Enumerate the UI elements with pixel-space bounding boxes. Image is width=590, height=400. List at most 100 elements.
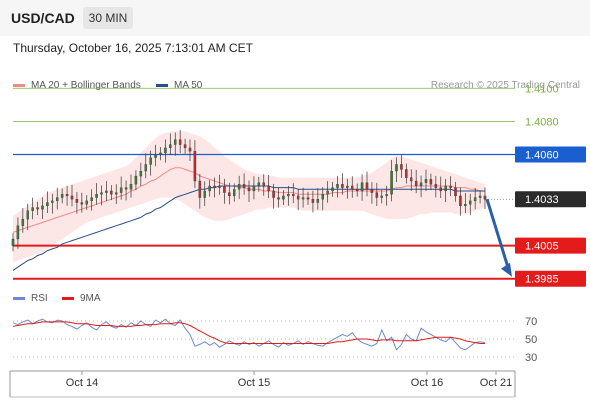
- candle-body: [119, 187, 123, 193]
- candle-body: [51, 200, 54, 203]
- candle-body: [60, 194, 64, 198]
- candle-body: [213, 185, 216, 188]
- candle-body: [405, 169, 408, 178]
- legend-rsi-label: RSI: [31, 293, 48, 304]
- candle-body: [105, 190, 108, 193]
- candle-body: [429, 179, 433, 185]
- candle-body: [267, 185, 270, 192]
- candle-body: [257, 182, 261, 187]
- candle-body: [242, 184, 246, 188]
- candle-body: [414, 180, 418, 187]
- candle-body: [218, 185, 221, 188]
- candle-body: [129, 184, 133, 190]
- candle-body: [21, 218, 25, 226]
- candle-body: [464, 204, 467, 207]
- candle-body: [183, 144, 187, 149]
- price-level-label: 1.4005: [525, 241, 559, 253]
- price-level-label: 1.4033: [525, 194, 559, 206]
- candle-body: [409, 177, 413, 182]
- candle-body: [208, 185, 211, 192]
- candle-body: [115, 192, 118, 195]
- candle-body: [272, 190, 275, 198]
- projection-arrow-head: [501, 262, 512, 277]
- candle-body: [434, 184, 438, 188]
- candle-body: [296, 195, 300, 200]
- candle-body: [223, 185, 226, 193]
- candle-body: [473, 197, 477, 202]
- candle-body: [85, 200, 89, 205]
- candle-body: [395, 164, 398, 172]
- timeframe-badge[interactable]: 30 MIN: [83, 7, 133, 29]
- candle-body: [228, 192, 231, 197]
- candle-body: [355, 189, 359, 192]
- candle-body: [90, 197, 93, 202]
- candle-body: [360, 182, 364, 192]
- candle-body: [203, 190, 206, 198]
- x-axis-label: Oct 15: [238, 377, 270, 389]
- candle-body: [449, 185, 452, 188]
- candle-body: [262, 182, 265, 187]
- candle-body: [144, 164, 147, 172]
- candle-body: [193, 151, 197, 182]
- candle-body: [149, 157, 152, 165]
- candle-body: [159, 152, 162, 155]
- candle-body: [169, 144, 172, 149]
- candle-body: [459, 195, 462, 207]
- price-level-label: 1.4080: [525, 116, 559, 128]
- legend-rsi: RSI: [13, 293, 48, 304]
- chart-header: USD/CAD 30 MIN: [0, 0, 590, 36]
- candle-body: [380, 195, 383, 198]
- candle-body: [424, 179, 428, 183]
- candle-body: [41, 205, 44, 210]
- candle-body: [326, 190, 329, 195]
- candle-body: [95, 194, 98, 198]
- candle-body: [483, 195, 487, 200]
- candle-body: [16, 225, 20, 240]
- ma50-swatch: [156, 84, 168, 87]
- price-level-label: 1.3985: [525, 274, 559, 286]
- x-axis-label: Oct 16: [411, 377, 443, 389]
- rsi-swatch: [13, 297, 25, 300]
- legend-ma50: MA 50: [156, 80, 202, 91]
- candle-body: [419, 182, 423, 187]
- candle-body: [341, 184, 344, 188]
- candle-body: [287, 194, 290, 197]
- candle-body: [178, 139, 182, 145]
- candle-body: [154, 154, 157, 158]
- rsi-ma-line: [12, 321, 485, 344]
- candle-body: [11, 238, 15, 246]
- candle-body: [331, 187, 334, 192]
- price-level-box: [515, 191, 586, 208]
- candle-body: [375, 192, 379, 198]
- candle-body: [400, 164, 403, 170]
- candle-body: [188, 147, 192, 152]
- candle-body: [70, 195, 74, 200]
- candle-body: [365, 182, 369, 190]
- candle-body: [26, 210, 29, 220]
- price-level-label: 1.4100: [525, 83, 559, 95]
- candle-body: [110, 190, 113, 195]
- ma20-swatch: [13, 84, 25, 87]
- legend-rsi-ma: 9MA: [62, 293, 101, 304]
- candle-body: [139, 170, 143, 177]
- candle-body: [301, 197, 305, 200]
- candle-body: [46, 202, 49, 207]
- candle-body: [198, 180, 202, 198]
- candle-body: [75, 199, 79, 203]
- candle-body: [56, 197, 59, 202]
- projection-arrow-shaft: [485, 198, 511, 272]
- x-axis-label: Oct 14: [66, 377, 98, 389]
- candle-body: [468, 200, 472, 205]
- candle-body: [277, 197, 280, 200]
- candle-body: [316, 199, 320, 203]
- x-axis-label: Oct 21: [480, 377, 512, 389]
- candle-body: [247, 187, 251, 192]
- rsi-level-label: 70: [525, 316, 537, 328]
- symbol-label: USD/CAD: [11, 10, 75, 26]
- candle-body: [164, 147, 167, 154]
- candle-body: [385, 194, 388, 197]
- candle-body: [336, 184, 339, 188]
- rsi-line: [12, 318, 486, 351]
- candle-body: [31, 207, 34, 211]
